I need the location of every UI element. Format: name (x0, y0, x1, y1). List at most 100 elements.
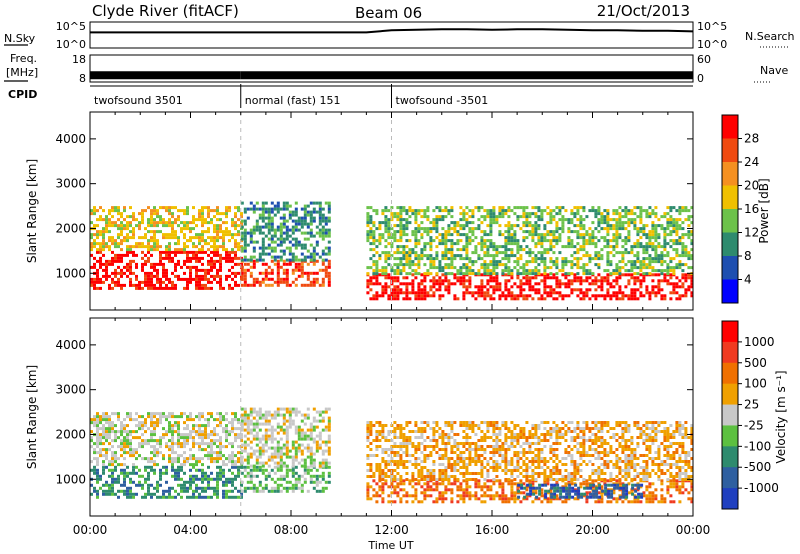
scatter-cell (222, 239, 225, 243)
scatter-cell (180, 415, 183, 419)
scatter-cell (99, 477, 102, 481)
scatter-cell (315, 449, 319, 453)
scatter-cell (549, 257, 553, 261)
scatter-cell (474, 245, 478, 249)
scatter-cell (558, 269, 562, 273)
scatter-cell (438, 263, 442, 267)
scatter-cell (480, 488, 484, 492)
scatter-cell (645, 251, 649, 255)
scatter-cell (321, 452, 325, 456)
scatter-cell (183, 271, 186, 275)
scatter-cell (648, 291, 652, 295)
scatter-cell (471, 233, 475, 237)
scatter-cell (630, 294, 634, 298)
scatter-cell (183, 262, 186, 266)
scatter-cell (207, 209, 210, 213)
scatter-cell (321, 474, 325, 478)
scatter-cell (390, 245, 394, 249)
scatter-cell (666, 221, 670, 225)
scatter-cell (279, 407, 283, 411)
scatter-cell (129, 265, 132, 269)
scatter-cell (294, 219, 298, 223)
scatter-cell (294, 283, 298, 287)
scatter-cell (288, 416, 292, 420)
scatter-cell (273, 255, 277, 259)
scatter-cell (393, 491, 397, 495)
scatter-cell (642, 272, 646, 276)
scatter-cell (522, 248, 526, 252)
scatter-cell (318, 474, 322, 478)
scatter-cell (327, 480, 331, 484)
scatter-cell (516, 257, 520, 261)
scatter-cell (228, 477, 231, 481)
scatter-cell (126, 433, 129, 437)
scatter-cell (630, 273, 634, 277)
scatter-cell (165, 495, 168, 499)
scatter-cell (492, 242, 496, 246)
scatter-cell (216, 280, 219, 284)
scatter-cell (579, 297, 583, 301)
scatter-cell (426, 215, 430, 219)
scatter-cell (642, 224, 646, 228)
scatter-cell (504, 500, 508, 504)
scatter-cell (423, 285, 427, 289)
scatter-cell (534, 215, 538, 219)
scatter-cell (213, 236, 216, 240)
scatter-cell (630, 269, 634, 273)
scatter-cell (267, 213, 271, 217)
scatter-cell (258, 468, 262, 472)
scatter-cell (201, 262, 204, 266)
scatter-cell (678, 209, 682, 213)
scatter-cell (426, 294, 430, 298)
scatter-cell (246, 431, 250, 435)
scatter-cell (387, 297, 391, 301)
scatter-cell (618, 236, 622, 240)
scatter-cell (501, 485, 505, 489)
scatter-cell (186, 486, 189, 490)
scatter-cell (690, 233, 694, 237)
scatter-cell (486, 215, 490, 219)
scatter-cell (120, 433, 123, 437)
scatter-cell (105, 230, 108, 234)
scatter-cell (129, 471, 132, 475)
scatter-cell (249, 431, 253, 435)
scatter-cell (444, 491, 448, 495)
scatter-cell (201, 436, 204, 440)
scatter-cell (636, 206, 640, 210)
scatter-cell (105, 274, 108, 278)
scatter-cell (93, 242, 96, 246)
scatter-cell (282, 474, 286, 478)
scatter-cell (387, 227, 391, 231)
scatter-cell (99, 280, 102, 284)
scatter-cell (600, 221, 604, 225)
scatter-cell (498, 212, 502, 216)
scatter-cell (270, 440, 274, 444)
scatter-cell (666, 279, 670, 283)
scatter-cell (213, 460, 216, 464)
scatter-cell (297, 434, 301, 438)
scatter-cell (633, 245, 637, 249)
scatter-cell (651, 285, 655, 289)
freq-right-tick-top: 60 (697, 53, 711, 66)
scatter-cell (480, 230, 484, 234)
scatter-cell (225, 492, 228, 496)
scatter-cell (318, 231, 322, 235)
cpid-segment-label: normal (fast) 151 (245, 94, 341, 107)
scatter-cell (681, 233, 685, 237)
scatter-cell (219, 448, 222, 452)
scatter-cell (156, 248, 159, 252)
scatter-cell (147, 245, 150, 249)
scatter-cell (288, 252, 292, 256)
scatter-cell (222, 256, 225, 260)
scatter-cell (321, 252, 325, 256)
scatter-cell (249, 428, 253, 432)
scatter-cell (240, 256, 243, 260)
scatter-cell (321, 228, 325, 232)
scatter-cell (219, 421, 222, 425)
scatter-cell (528, 282, 532, 286)
scatter-cell (162, 206, 165, 210)
scatter-cell (150, 224, 153, 228)
scatter-cell (579, 218, 583, 222)
scatter-cell (159, 412, 162, 416)
scatter-cell (378, 294, 382, 298)
